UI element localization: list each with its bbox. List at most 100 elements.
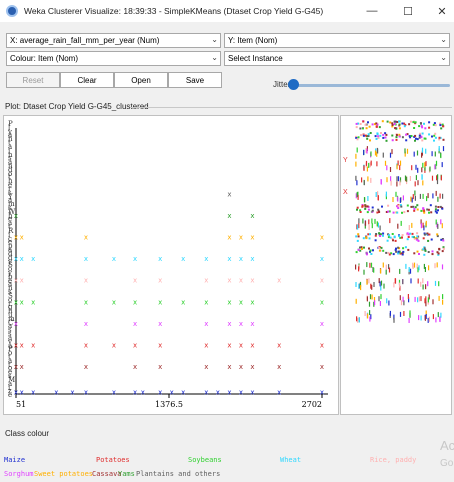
data-point: x — [84, 234, 88, 242]
y-axis-letter: h — [8, 307, 13, 316]
attribute-bar — [355, 246, 445, 256]
legend-item[interactable]: Potatoes — [96, 456, 130, 464]
data-point: x — [227, 341, 231, 349]
data-point: x — [14, 389, 18, 397]
y-axis-letter: S — [8, 291, 13, 300]
data-point: x — [14, 363, 18, 371]
y-axis-letter: m — [8, 200, 15, 209]
data-point: x — [14, 234, 18, 242]
data-point: x — [84, 298, 88, 306]
y-axis-letter: t — [8, 352, 11, 361]
data-point: x — [20, 255, 24, 263]
y-axis-letter: s — [8, 372, 12, 381]
activate-windows-watermark-sub: Go — [440, 458, 454, 469]
legend-item[interactable]: Sweet potatoes — [34, 470, 94, 478]
x-axis-select[interactable]: X: average_rain_fall_mm_per_year (Num) ⌄ — [6, 33, 221, 48]
title-bar: Weka Clusterer Visualize: 18:39:33 - Sim… — [0, 0, 454, 22]
data-point: x — [112, 255, 116, 263]
data-point: x — [227, 298, 231, 306]
data-point: x — [158, 363, 162, 371]
data-point: x — [227, 255, 231, 263]
weka-app-icon — [6, 5, 18, 17]
y-axis-letter: g — [8, 303, 13, 312]
data-point: x — [204, 389, 208, 397]
close-button[interactable]: ✕ — [437, 5, 447, 18]
y-attribute-marker: Y — [343, 157, 348, 164]
data-point: x — [250, 212, 254, 220]
data-point: x — [14, 341, 18, 349]
legend-item[interactable]: Cassava — [92, 470, 122, 478]
y-axis-letter: r — [8, 299, 12, 308]
y-axis-letter: d — [8, 253, 13, 262]
jitter-slider-track[interactable] — [292, 84, 450, 87]
select-instance-value: Select Instance — [228, 54, 283, 63]
y-axis-select[interactable]: Y: Item (Nom) ⌄ — [224, 33, 450, 48]
data-point: x — [84, 341, 88, 349]
data-point: x — [20, 277, 24, 285]
legend-item[interactable]: Soybeans — [188, 456, 222, 464]
y-axis-letter: t — [8, 223, 11, 232]
y-axis-letter: h — [8, 211, 13, 220]
jitter-slider-thumb[interactable] — [288, 79, 299, 90]
colour-select-value: Colour: Item (Nom) — [10, 54, 79, 63]
data-point: x — [133, 389, 137, 397]
data-point: x — [20, 363, 24, 371]
data-point: x — [227, 363, 231, 371]
data-point: x — [204, 277, 208, 285]
data-point: x — [158, 277, 162, 285]
y-axis-letter: y — [8, 257, 12, 266]
y-axis-letter: y — [8, 127, 12, 136]
attribute-bar — [355, 232, 445, 242]
legend-item[interactable]: Sorghum — [4, 470, 34, 478]
open-button[interactable]: Open — [114, 72, 168, 88]
data-point: x — [239, 341, 243, 349]
x-tick-label: 2702 — [302, 400, 322, 409]
data-point: x — [320, 298, 324, 306]
y-axis-letter: a — [8, 142, 13, 151]
data-point: x — [84, 255, 88, 263]
data-point: x — [250, 341, 254, 349]
data-point: x — [239, 389, 243, 397]
data-point: x — [31, 298, 35, 306]
save-button[interactable]: Save — [168, 72, 222, 88]
legend-item[interactable]: Plantains and others — [136, 470, 221, 478]
data-point: x — [70, 389, 74, 397]
data-point: x — [227, 320, 231, 328]
legend-item[interactable]: Rice, paddy — [370, 456, 417, 464]
maximize-button[interactable]: ☐ — [403, 5, 413, 18]
legend-item[interactable]: Wheat — [280, 456, 302, 464]
reset-button[interactable]: Reset — [6, 72, 60, 88]
attribute-bar — [355, 278, 440, 291]
attribute-bar — [355, 120, 445, 130]
scatter-plot-svg: 51 1376.5 2702 x x x x x x x x x x x x x x x x x x x x x x x x x x x x… — [14, 128, 328, 409]
y-axis-letter: o — [8, 364, 13, 373]
legend-item[interactable]: Maize — [4, 456, 26, 464]
y-axis-letter: C — [8, 318, 14, 327]
data-point: x — [112, 298, 116, 306]
y-axis-letter: s — [8, 154, 12, 163]
y-axis-letter: a — [8, 280, 13, 289]
y-axis-letter: e — [8, 391, 13, 400]
data-point: x — [250, 320, 254, 328]
data-point: x — [181, 255, 185, 263]
data-point: x — [320, 277, 324, 285]
y-axis-letter: a — [8, 196, 13, 205]
attribute-bar — [355, 294, 444, 307]
y-axis-letter: a — [8, 219, 13, 228]
x-attribute-marker: X — [343, 189, 348, 196]
y-axis-letter: i — [8, 383, 11, 392]
select-instance-select[interactable]: Select Instance ⌄ — [224, 51, 450, 66]
clear-button[interactable]: Clear — [60, 72, 114, 88]
minimize-button[interactable]: — — [366, 5, 378, 17]
y-axis-letter: W — [8, 207, 16, 216]
y-axis-letter: i — [8, 146, 11, 155]
legend-item[interactable]: Yams — [118, 470, 135, 478]
y-axis-letter: u — [8, 310, 13, 319]
data-point: x — [250, 234, 254, 242]
y-axis-letter: m — [8, 314, 15, 323]
data-point: x — [133, 255, 137, 263]
colour-select[interactable]: Colour: Item (Nom) ⌄ — [6, 51, 221, 66]
